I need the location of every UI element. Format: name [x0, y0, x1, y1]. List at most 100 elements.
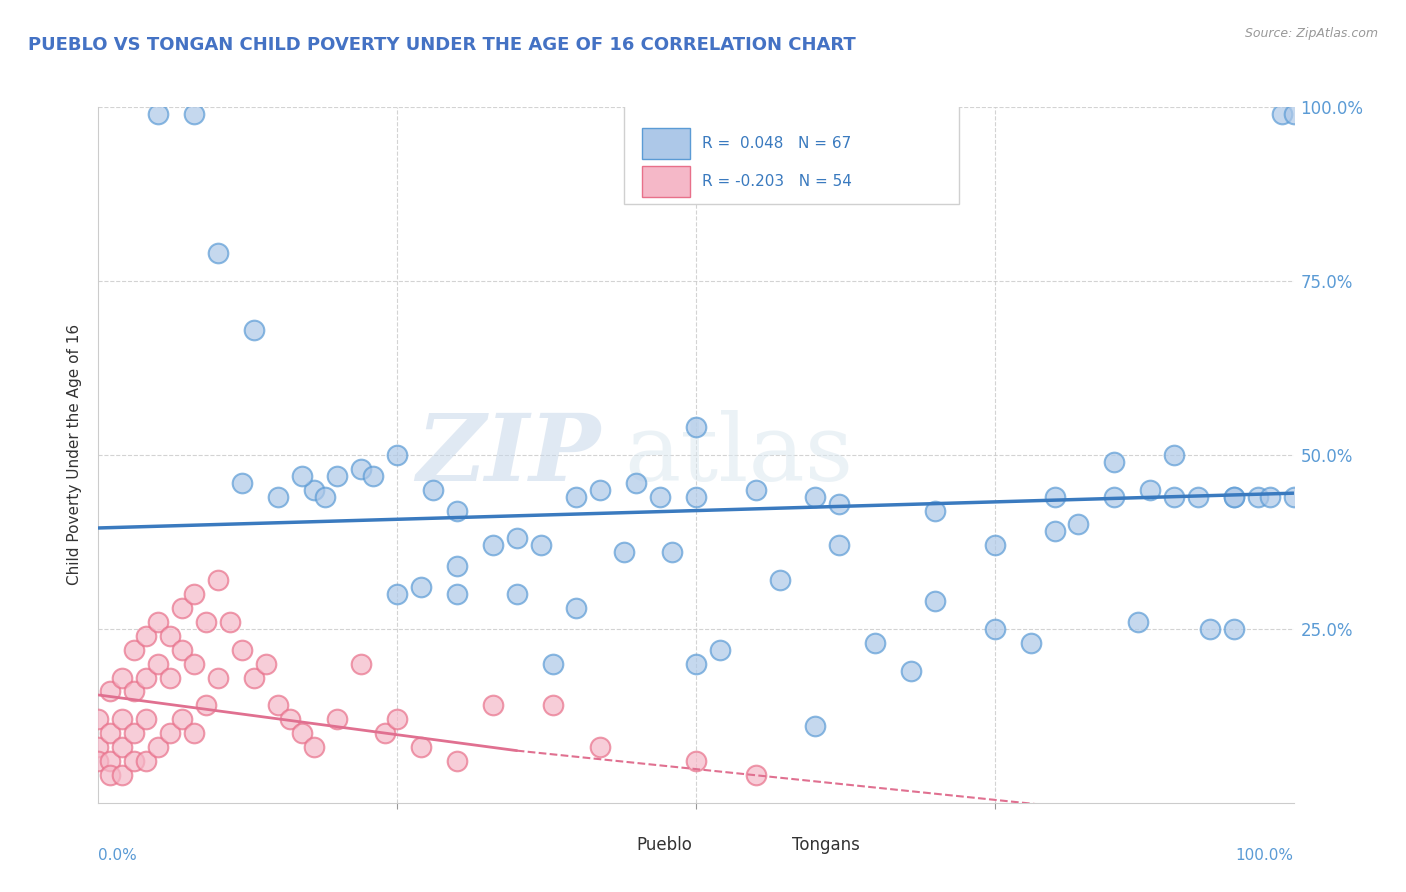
Point	[1102, 455, 1125, 469]
Point	[172, 642, 194, 657]
Point	[111, 768, 134, 782]
Point	[135, 712, 157, 726]
Point	[278, 712, 301, 726]
Bar	[643, 128, 690, 159]
Point	[924, 594, 946, 608]
Point	[87, 712, 110, 726]
Point	[385, 587, 409, 601]
Point	[385, 712, 409, 726]
Point	[565, 601, 588, 615]
Point	[98, 754, 122, 768]
Point	[565, 490, 588, 504]
Text: Pueblo: Pueblo	[637, 836, 692, 854]
Text: Source: ZipAtlas.com: Source: ZipAtlas.com	[1244, 27, 1378, 40]
Point	[254, 657, 277, 671]
Bar	[600, 830, 630, 858]
Point	[207, 671, 229, 685]
Point	[111, 740, 134, 755]
Text: 0.0%: 0.0%	[98, 848, 138, 863]
Point	[111, 712, 134, 726]
Text: 100.0%: 100.0%	[1236, 848, 1294, 863]
Bar	[756, 830, 786, 858]
Point	[124, 684, 146, 698]
Point	[411, 740, 433, 755]
Point	[231, 475, 253, 490]
Point	[350, 462, 373, 476]
Point	[98, 684, 122, 698]
Point	[1102, 490, 1125, 504]
Point	[1067, 517, 1090, 532]
Point	[326, 468, 349, 483]
Text: PUEBLO VS TONGAN CHILD POVERTY UNDER THE AGE OF 16 CORRELATION CHART: PUEBLO VS TONGAN CHILD POVERTY UNDER THE…	[28, 36, 856, 54]
Point	[159, 671, 181, 685]
Point	[626, 475, 648, 490]
Point	[924, 503, 946, 517]
Point	[541, 657, 564, 671]
Point	[1043, 490, 1066, 504]
Point	[148, 657, 170, 671]
Y-axis label: Child Poverty Under the Age of 16: Child Poverty Under the Age of 16	[67, 325, 83, 585]
Point	[302, 483, 325, 497]
Point	[183, 726, 205, 740]
Point	[135, 754, 157, 768]
Point	[446, 559, 468, 574]
Point	[446, 503, 468, 517]
Point	[1282, 490, 1305, 504]
Text: R =  0.048   N = 67: R = 0.048 N = 67	[702, 136, 851, 151]
Point	[159, 726, 181, 740]
Point	[745, 768, 768, 782]
Point	[315, 490, 337, 504]
Point	[98, 726, 122, 740]
Point	[804, 719, 827, 733]
Point	[87, 754, 110, 768]
Point	[363, 468, 385, 483]
Point	[148, 740, 170, 755]
Point	[326, 712, 349, 726]
Point	[984, 538, 1007, 552]
Point	[172, 601, 194, 615]
Point	[194, 698, 218, 713]
Point	[1163, 490, 1185, 504]
Point	[124, 726, 146, 740]
Point	[172, 712, 194, 726]
Point	[446, 587, 468, 601]
Point	[613, 545, 636, 559]
Point	[183, 657, 205, 671]
Point	[685, 490, 707, 504]
Point	[984, 622, 1007, 636]
Point	[900, 664, 922, 678]
Point	[183, 587, 205, 601]
Point	[481, 538, 505, 552]
Point	[411, 580, 433, 594]
Bar	[643, 166, 690, 197]
Point	[768, 573, 790, 587]
Point	[87, 740, 110, 755]
Point	[685, 754, 707, 768]
Point	[506, 587, 529, 601]
Point	[135, 671, 157, 685]
Point	[231, 642, 253, 657]
Point	[219, 615, 242, 629]
Point	[350, 657, 373, 671]
Point	[267, 698, 290, 713]
Text: Tongans: Tongans	[792, 836, 859, 854]
Point	[159, 629, 181, 643]
Point	[148, 615, 170, 629]
Point	[481, 698, 505, 713]
Point	[1246, 490, 1268, 504]
Point	[194, 615, 218, 629]
Point	[541, 698, 564, 713]
Point	[589, 740, 612, 755]
Point	[1282, 107, 1305, 121]
Point	[1187, 490, 1209, 504]
Point	[685, 420, 707, 434]
Text: R = -0.203   N = 54: R = -0.203 N = 54	[702, 174, 852, 189]
Point	[124, 754, 146, 768]
Point	[183, 107, 205, 121]
Point	[1163, 448, 1185, 462]
Point	[148, 107, 170, 121]
Point	[1139, 483, 1161, 497]
Point	[685, 657, 707, 671]
Bar	[624, 100, 959, 204]
Point	[1128, 615, 1150, 629]
